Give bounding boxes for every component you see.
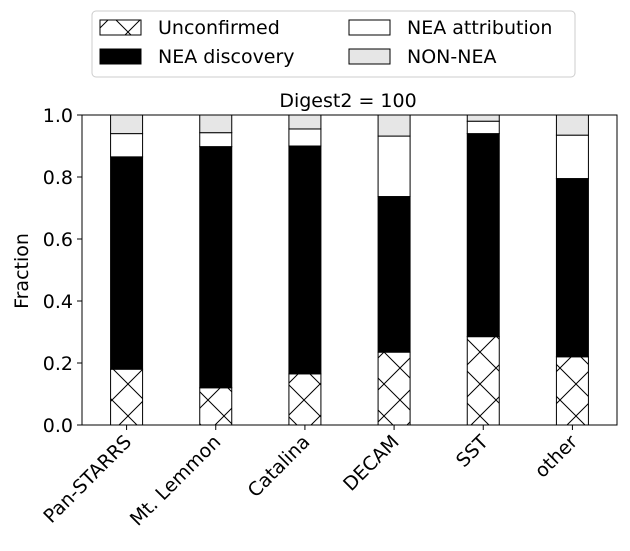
bar-nea-discovery-other [555,178,589,358]
legend-label-nea-attribution: NEA attribution [407,17,552,39]
bar-nea-discovery-sst [466,133,500,338]
bar-nea-discovery-decam [377,196,411,353]
bar-unconfirmed-pan-starrs [110,368,144,426]
x-tick-label-other: other [531,431,582,482]
x-tick-label-mt-lemmon: Mt. Lemmon [126,431,225,530]
bar-non-nea-decam [377,114,411,137]
bar-nea-discovery-mt-lemmon [199,146,233,389]
y-tick-label: 0.6 [43,229,73,251]
legend-swatch-nea-discovery [99,48,142,65]
bar-non-nea-mt-lemmon [199,114,233,134]
plot-frame [81,114,618,426]
bar-nea-discovery-pan-starrs [110,156,144,370]
legend: Unconfirmed NEA discovery NEA attribution N… [91,10,576,78]
x-tick-label-catalina: Catalina [244,431,315,502]
legend-label-unconfirmed: Unconfirmed [158,17,280,39]
legend-label-nea-discovery: NEA discovery [158,46,295,68]
y-tick-label: 0.0 [43,415,73,437]
bar-nea-attribution-catalina [288,128,322,147]
bar-non-nea-sst [466,114,500,122]
bar-unconfirmed-sst [466,336,500,426]
bar-unconfirmed-other [555,356,589,426]
bar-non-nea-other [555,114,589,136]
x-tick-label-sst: SST [452,431,493,472]
bar-nea-attribution-other [555,134,589,180]
y-axis-label: Fraction [11,233,33,309]
y-tick-label: 0.2 [43,353,73,375]
bar-nea-attribution-pan-starrs [110,133,144,158]
y-tick-label: 0.8 [43,167,73,189]
bar-nea-attribution-decam [377,135,411,198]
x-tick-label-pan-starrs: Pan-STARRS [39,431,136,528]
y-tick-label: 0.4 [43,291,73,313]
legend-label-non-nea: NON-NEA [407,46,496,68]
legend-swatch-unconfirmed [99,19,142,36]
x-tick-label-decam: DECAM [339,431,404,496]
bar-unconfirmed-catalina [288,373,322,426]
bar-non-nea-catalina [288,114,322,130]
legend-frame [91,10,576,78]
legend-swatch-nea-attribution [348,19,391,36]
y-tick-label: 1.0 [43,105,73,127]
bars-group [110,114,589,426]
bar-non-nea-pan-starrs [110,114,144,135]
bar-unconfirmed-mt-lemmon [199,387,233,426]
bar-nea-attribution-mt-lemmon [199,132,233,148]
bar-nea-attribution-sst [466,120,500,135]
bar-nea-discovery-catalina [288,145,322,375]
legend-swatch-non-nea [348,48,391,65]
chart-title: Digest2 = 100 [279,90,416,112]
bar-unconfirmed-decam [377,351,411,426]
